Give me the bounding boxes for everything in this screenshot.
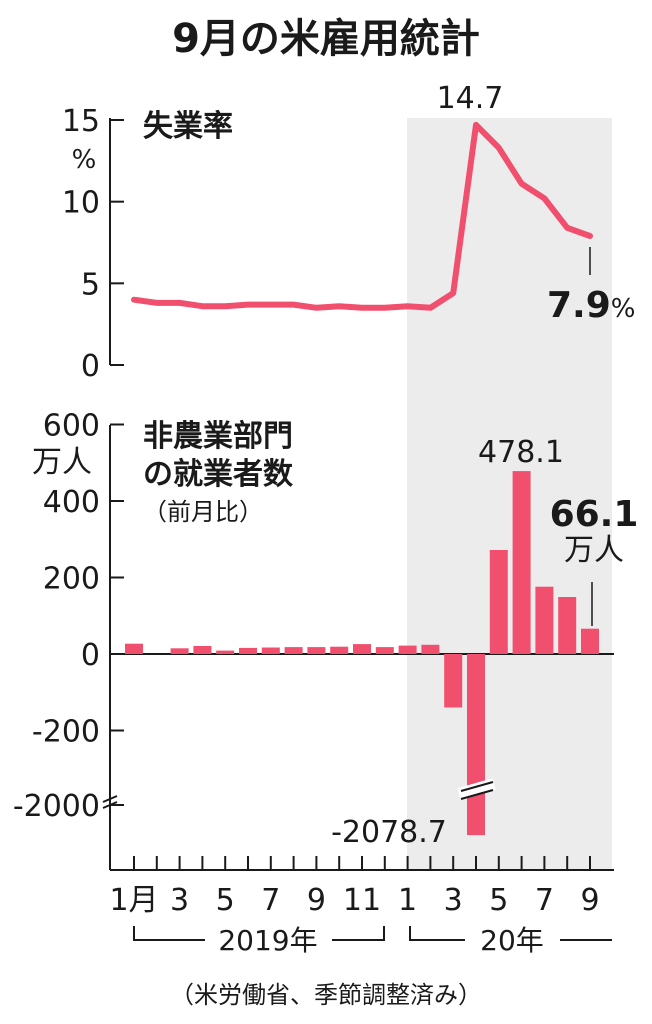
year-2019-bracket: 2019年 (133, 924, 385, 957)
payrolls-bar (535, 586, 554, 654)
x-tick-label: 5 (489, 883, 508, 918)
axis-break-mark (102, 795, 118, 809)
x-tick-label: 7 (261, 883, 280, 918)
unemployment-point (475, 124, 477, 126)
unemployment-point (407, 305, 409, 307)
payrolls-bar (581, 628, 599, 654)
payrolls-bar (170, 648, 189, 654)
x-tick-label: 1月 (109, 883, 158, 918)
source-note: （米労働省、季節調整済み） (170, 981, 482, 1009)
payrolls-bar (467, 654, 485, 836)
unemployment-point (270, 304, 272, 306)
payrolls-bar (261, 647, 280, 654)
unemployment-point (452, 292, 454, 294)
unemployment-point (224, 305, 226, 307)
payrolls-bar (489, 550, 508, 654)
payrolls-bar (193, 646, 212, 654)
x-tick-label: 3 (170, 883, 189, 918)
chart-title: 9月の米雇用統計 (172, 16, 480, 62)
payrolls-last-value: 66.1 (550, 494, 639, 535)
unemployment-point (247, 304, 249, 306)
unemployment-point (201, 305, 203, 307)
payrolls-bar (444, 654, 463, 708)
unemployment-last-unit: % (611, 294, 636, 324)
payrolls-y-unit: 万人 (32, 445, 92, 480)
unemployment-point (338, 305, 340, 307)
unemployment-last-label: 7.9% (547, 285, 636, 326)
payrolls-y-tick-label: -200 (32, 715, 100, 750)
payrolls-title-line1: 非農業部門 (143, 419, 293, 454)
unemployment-point (543, 197, 545, 199)
payrolls-max-label: 478.1 (478, 435, 564, 470)
payrolls-last-unit: 万人 (564, 533, 624, 568)
unemployment-point (498, 147, 500, 149)
payrolls-subtitle: （前月比） (143, 498, 263, 526)
payrolls-bar (239, 647, 257, 654)
payrolls-y-tick-label: -2000 (13, 789, 100, 824)
payrolls-y-tick-label: 600 (43, 409, 100, 444)
2020-shaded-region (407, 118, 612, 870)
x-tick-label: 1 (398, 883, 417, 918)
payrolls-bar (375, 647, 394, 654)
x-tick-label: 7 (535, 883, 554, 918)
year-2020-label: 20年 (480, 924, 544, 957)
year-2020-bracket: 20年 (409, 924, 612, 957)
unemployment-peak-label: 14.7 (437, 81, 504, 116)
unemployment-panel: 失業率 0 5 10 15 % 14.7 7.9% (62, 81, 636, 384)
payrolls-bar (125, 643, 143, 654)
payrolls-min-label: -2078.7 (331, 815, 447, 850)
x-tick-label: 9 (580, 883, 599, 918)
payrolls-bar (421, 644, 440, 654)
unemployment-last-value: 7.9 (547, 285, 611, 326)
payrolls-y-tick-label: 0 (81, 638, 100, 673)
payrolls-title-line2: の就業者数 (143, 457, 294, 492)
unemployment-point (179, 302, 181, 304)
x-tick-label: 5 (216, 883, 235, 918)
x-tick-label: 9 (307, 883, 326, 918)
unemployment-y-tick-label: 10 (62, 186, 100, 221)
unemployment-point (156, 302, 158, 304)
payrolls-bar (353, 644, 371, 654)
payrolls-y-tick-label: 200 (43, 562, 100, 597)
x-tick-label: 3 (444, 883, 463, 918)
unemployment-y-unit: % (72, 145, 97, 175)
payrolls-bar (216, 650, 235, 654)
unemployment-y-tick-label: 0 (81, 349, 100, 384)
unemployment-point (521, 183, 523, 185)
unemployment-point (361, 307, 363, 309)
unemployment-point (429, 307, 431, 309)
unemployment-point (566, 227, 568, 229)
unemployment-point (315, 307, 317, 309)
bar-break-mark (457, 778, 496, 800)
unemployment-point (293, 304, 295, 306)
x-tick-label: 11 (343, 883, 381, 918)
payrolls-bar (512, 471, 531, 654)
payrolls-bar (284, 647, 303, 654)
payrolls-bar (558, 597, 577, 654)
unemployment-point (384, 307, 386, 309)
payrolls-bar (398, 645, 417, 654)
payrolls-bar (307, 647, 326, 654)
payrolls-bar (330, 646, 349, 654)
unemployment-panel-title: 失業率 (143, 109, 233, 144)
unemployment-y-tick-label: 5 (81, 267, 100, 302)
unemployment-point (589, 235, 591, 237)
payrolls-y-tick-label: 400 (43, 485, 100, 520)
year-2019-label: 2019年 (218, 924, 317, 957)
unemployment-point (133, 299, 135, 301)
unemployment-y-tick-label: 15 (62, 104, 100, 139)
